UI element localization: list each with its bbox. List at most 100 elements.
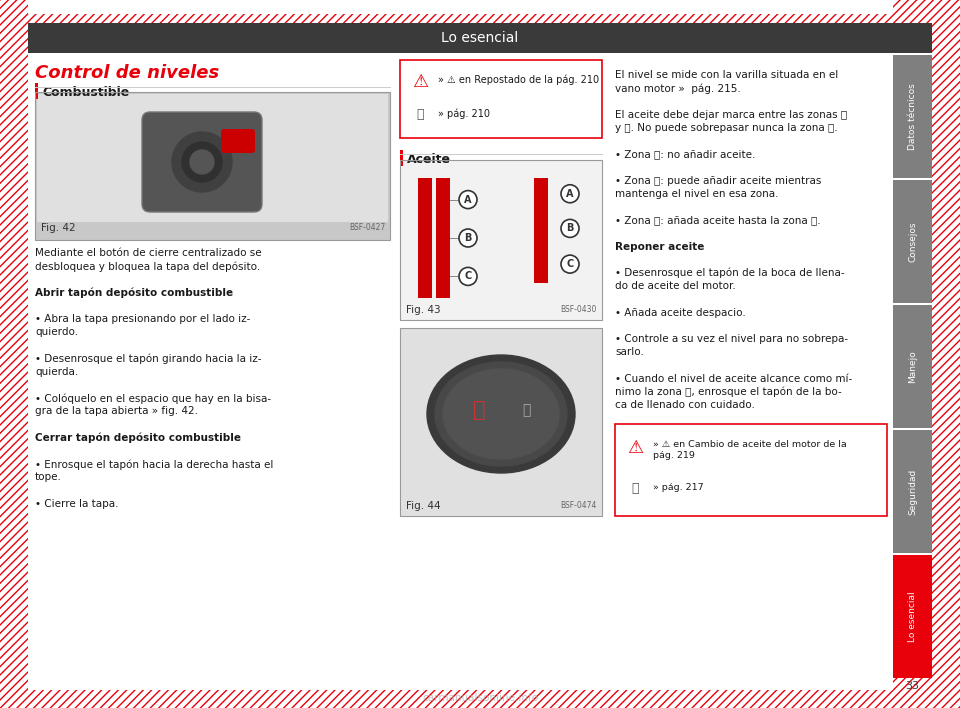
Circle shape — [561, 185, 579, 202]
Bar — [893, 678, 932, 708]
Bar — [400, 150, 403, 166]
Text: quierda.: quierda. — [35, 367, 79, 377]
Bar — [28, 690, 932, 708]
Text: nimo la zona Ⓑ, enrosque el tapón de la bo-: nimo la zona Ⓑ, enrosque el tapón de la … — [615, 387, 842, 397]
Text: pág. 219: pág. 219 — [653, 452, 695, 460]
Text: BSF-0427: BSF-0427 — [348, 224, 385, 232]
Text: Combustible: Combustible — [42, 86, 130, 99]
Text: El aceite debe dejar marca entre las zonas Ⓐ: El aceite debe dejar marca entre las zon… — [615, 110, 847, 120]
Text: » pág. 210: » pág. 210 — [438, 109, 490, 119]
Bar — [400, 60, 602, 138]
Bar — [28, 23, 932, 53]
Text: Consejos: Consejos — [908, 221, 917, 262]
Bar — [893, 305, 932, 428]
Bar — [35, 92, 390, 240]
Bar — [400, 160, 602, 320]
Text: BSF-0474: BSF-0474 — [561, 501, 597, 510]
Text: • Enrosque el tapón hacia la derecha hasta el: • Enrosque el tapón hacia la derecha has… — [35, 459, 274, 469]
Circle shape — [190, 150, 214, 174]
Text: • Colóquelo en el espacio que hay en la bisa-: • Colóquelo en el espacio que hay en la … — [35, 393, 271, 404]
Circle shape — [182, 142, 222, 182]
Bar — [37, 94, 388, 222]
Bar — [615, 424, 887, 516]
Circle shape — [459, 190, 477, 209]
Text: Lo esencial: Lo esencial — [908, 591, 917, 642]
Text: • Abra la tapa presionando por el lado iz-: • Abra la tapa presionando por el lado i… — [35, 314, 251, 324]
Text: » pág. 217: » pág. 217 — [653, 484, 704, 493]
Text: sarlo.: sarlo. — [615, 347, 644, 358]
Text: • Cierre la tapa.: • Cierre la tapa. — [35, 499, 118, 509]
Text: Aceite: Aceite — [407, 153, 451, 166]
Circle shape — [561, 219, 579, 237]
Text: 33: 33 — [905, 681, 920, 691]
Text: tope.: tope. — [35, 472, 61, 482]
Text: • Zona Ⓑ: puede añadir aceite mientras: • Zona Ⓑ: puede añadir aceite mientras — [615, 176, 822, 185]
Text: Seguridad: Seguridad — [908, 469, 917, 515]
Text: • Controle a su vez el nivel para no sobrepa-: • Controle a su vez el nivel para no sob… — [615, 334, 848, 344]
Bar — [932, 0, 960, 708]
Text: 📖: 📖 — [522, 403, 530, 417]
Text: B: B — [566, 224, 574, 234]
Bar — [893, 555, 932, 678]
Text: ca de llenado con cuidado.: ca de llenado con cuidado. — [615, 400, 755, 410]
Text: Fig. 44: Fig. 44 — [406, 501, 441, 511]
Text: • Zona Ⓐ: no añadir aceite.: • Zona Ⓐ: no añadir aceite. — [615, 149, 756, 159]
Text: carmanualsonline.info: carmanualsonline.info — [422, 693, 538, 703]
Text: Reponer aceite: Reponer aceite — [615, 241, 705, 251]
Text: 📖: 📖 — [417, 108, 423, 120]
Bar — [400, 160, 602, 320]
Text: ⚠: ⚠ — [627, 439, 643, 457]
Text: B: B — [465, 233, 471, 243]
Text: Manejo: Manejo — [908, 350, 917, 383]
Circle shape — [561, 255, 579, 273]
Bar — [893, 0, 932, 53]
Text: ⚠: ⚠ — [412, 73, 428, 91]
Text: vano motor »  pág. 215.: vano motor » pág. 215. — [615, 84, 741, 93]
Text: Fig. 43: Fig. 43 — [406, 305, 441, 315]
Text: • Añada aceite despacio.: • Añada aceite despacio. — [615, 307, 746, 318]
Text: Abrir tapón depósito combustible: Abrir tapón depósito combustible — [35, 287, 233, 298]
Text: do de aceite del motor.: do de aceite del motor. — [615, 281, 735, 291]
Text: » ⚠ en Cambio de aceite del motor de la: » ⚠ en Cambio de aceite del motor de la — [653, 440, 847, 448]
Bar — [893, 180, 932, 303]
FancyBboxPatch shape — [142, 112, 262, 212]
Text: C: C — [465, 271, 471, 281]
Text: gra de la tapa abierta » fig. 42.: gra de la tapa abierta » fig. 42. — [35, 406, 198, 416]
Text: 🛢: 🛢 — [472, 400, 485, 420]
Bar — [28, 690, 932, 708]
Ellipse shape — [427, 355, 575, 473]
Text: Control de niveles: Control de niveles — [35, 64, 219, 82]
Text: desbloquea y bloquea la tapa del depósito.: desbloquea y bloquea la tapa del depósit… — [35, 261, 260, 272]
Text: • Desenrosque el tapón de la boca de llena-: • Desenrosque el tapón de la boca de lle… — [615, 268, 845, 278]
Bar — [0, 0, 28, 708]
Text: Cerrar tapón depósito combustible: Cerrar tapón depósito combustible — [35, 433, 241, 443]
Text: Lo esencial: Lo esencial — [442, 31, 518, 45]
Text: 📖: 📖 — [632, 481, 638, 494]
Bar — [534, 178, 548, 283]
Text: A: A — [566, 189, 574, 199]
Circle shape — [459, 229, 477, 247]
Bar — [0, 0, 28, 708]
FancyBboxPatch shape — [221, 129, 255, 153]
Circle shape — [459, 268, 477, 285]
Ellipse shape — [435, 362, 567, 466]
Text: Datos técnicos: Datos técnicos — [908, 83, 917, 150]
Text: • Zona Ⓒ: añada aceite hasta la zona Ⓑ.: • Zona Ⓒ: añada aceite hasta la zona Ⓑ. — [615, 215, 821, 225]
Text: • Desenrosque el tapón girando hacia la iz-: • Desenrosque el tapón girando hacia la … — [35, 353, 261, 364]
Ellipse shape — [443, 369, 559, 459]
Text: » ⚠ en Repostado de la pág. 210: » ⚠ en Repostado de la pág. 210 — [438, 75, 599, 85]
Bar — [28, 14, 932, 32]
Bar — [28, 14, 932, 32]
Text: Mediante el botón de cierre centralizado se: Mediante el botón de cierre centralizado… — [35, 248, 262, 258]
Text: mantenga el nivel en esa zona.: mantenga el nivel en esa zona. — [615, 189, 779, 199]
Text: Fig. 42: Fig. 42 — [41, 223, 76, 233]
Text: C: C — [566, 259, 574, 269]
Text: A: A — [465, 195, 471, 205]
Text: quierdo.: quierdo. — [35, 327, 78, 337]
Bar — [418, 178, 432, 298]
Bar — [932, 0, 960, 708]
Circle shape — [172, 132, 232, 192]
Text: El nivel se mide con la varilla situada en el: El nivel se mide con la varilla situada … — [615, 70, 838, 80]
Text: BSF-0430: BSF-0430 — [561, 305, 597, 314]
Bar — [893, 55, 932, 178]
